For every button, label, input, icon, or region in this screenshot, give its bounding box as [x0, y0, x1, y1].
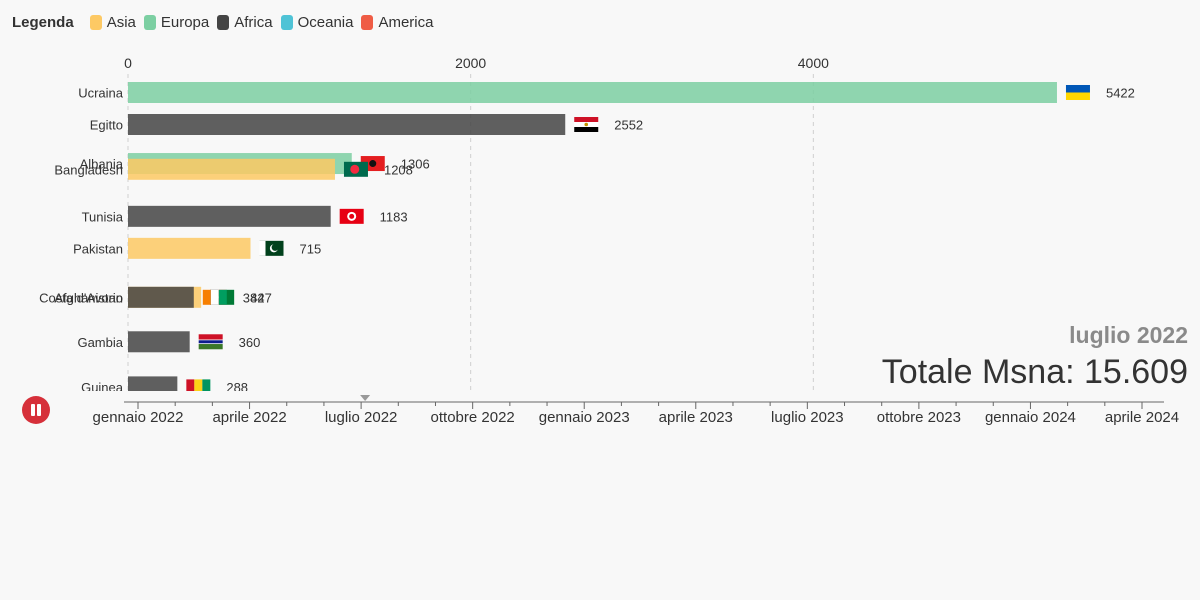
legend-label: Europa: [160, 13, 210, 31]
flag-gn-icon: [186, 379, 211, 391]
timeline-label[interactable]: aprile 2024: [1105, 409, 1179, 426]
bar-group: Tunisia 1183: [82, 205, 408, 227]
bar-label: Afghanistan: [54, 290, 123, 305]
value-label: 360: [239, 335, 261, 350]
legend-title: Legenda: [12, 13, 74, 31]
bar-label: Costa d'Avorio: [39, 290, 123, 305]
legend: Legenda Asia Europa Africa Oceania America: [12, 12, 441, 32]
value-label: 427: [250, 290, 272, 305]
bar: [128, 331, 190, 353]
bar-label: Gambia: [77, 335, 123, 350]
bar: [128, 82, 1057, 103]
legend-item-europa[interactable]: Europa: [143, 13, 210, 31]
bar-group: Bangladesh 1208: [54, 158, 413, 180]
flag-ci-icon: [202, 289, 227, 305]
pause-icon: [31, 404, 35, 416]
bar-label: Tunisia: [82, 209, 124, 224]
x-tick-label: 2000: [455, 55, 486, 71]
total-label: Totale Msna: 15.609: [882, 353, 1188, 391]
legend-item-asia[interactable]: Asia: [89, 13, 136, 31]
legend-swatch: [217, 14, 230, 30]
bar-label: Pakistan: [73, 241, 123, 256]
bar-group: Pakistan 715: [73, 237, 322, 259]
current-date-label: luglio 2022: [1069, 322, 1188, 348]
value-label: 1306: [401, 157, 430, 172]
timeline-label[interactable]: ottobre 2023: [877, 409, 961, 426]
timeline-label[interactable]: aprile 2023: [659, 409, 733, 426]
value-label: 5422: [1106, 86, 1135, 101]
bar-group: Ucraina 5422: [78, 82, 1135, 103]
timeline-handle[interactable]: [360, 395, 371, 401]
bar-label: Guinea: [81, 380, 124, 395]
legend-swatch: [280, 14, 293, 30]
pause-button[interactable]: [22, 396, 50, 424]
legend-item-africa[interactable]: Africa: [217, 13, 273, 31]
bar-label: Bangladesh: [54, 162, 123, 177]
flag-tn-icon: [339, 208, 364, 224]
legend-swatch: [361, 14, 374, 30]
timeline-label[interactable]: gennaio 2022: [93, 409, 184, 426]
bar-label: Albania: [80, 157, 124, 172]
timeline-label[interactable]: ottobre 2022: [431, 409, 515, 426]
x-tick-label: 4000: [798, 55, 829, 71]
legend-item-oceania[interactable]: Oceania: [280, 13, 354, 31]
value-label: 384: [243, 290, 265, 305]
legend-swatch: [143, 14, 156, 30]
bar-label: Ucraina: [78, 86, 124, 101]
timeline-label[interactable]: luglio 2023: [771, 409, 844, 426]
legend-label: Africa: [234, 13, 273, 31]
bar: [128, 114, 566, 135]
flag-gm-icon: [198, 334, 223, 350]
bar: [128, 237, 251, 259]
legend-label: Asia: [106, 13, 136, 31]
bar-group: Costa d'Avorio 384: [39, 286, 265, 308]
timeline-label[interactable]: gennaio 2023: [539, 409, 630, 426]
bar: [128, 205, 331, 227]
x-tick-label: 0: [124, 55, 132, 71]
bar-group: Guinea 288: [81, 376, 248, 395]
flag-eg-icon: [574, 117, 599, 132]
flag-ua-icon: [1065, 85, 1090, 100]
timeline-label[interactable]: aprile 2022: [212, 409, 286, 426]
bar: [128, 158, 335, 180]
value-label: 1183: [380, 209, 408, 224]
timeline-label[interactable]: gennaio 2024: [985, 409, 1076, 426]
value-label: 715: [300, 241, 322, 256]
flag-pk-icon: [259, 240, 284, 256]
value-label: 288: [226, 380, 248, 395]
flag-bd-icon: [343, 161, 368, 177]
legend-label: Oceania: [297, 13, 354, 31]
legend-label: America: [378, 13, 434, 31]
timeline[interactable]: gennaio 2022 aprile 2022 luglio 2022 ottobr…: [93, 395, 1180, 426]
value-label: 2552: [614, 118, 643, 133]
bar-group: Gambia 360: [77, 331, 261, 353]
bar-group: Egitto 2552: [90, 114, 643, 135]
timeline-label[interactable]: luglio 2022: [325, 409, 398, 426]
legend-swatch: [89, 14, 102, 30]
bar: [128, 286, 194, 308]
value-label: 1208: [384, 162, 413, 177]
bar-label: Egitto: [90, 118, 123, 133]
legend-item-america[interactable]: America: [361, 14, 433, 31]
bar: [128, 376, 178, 391]
